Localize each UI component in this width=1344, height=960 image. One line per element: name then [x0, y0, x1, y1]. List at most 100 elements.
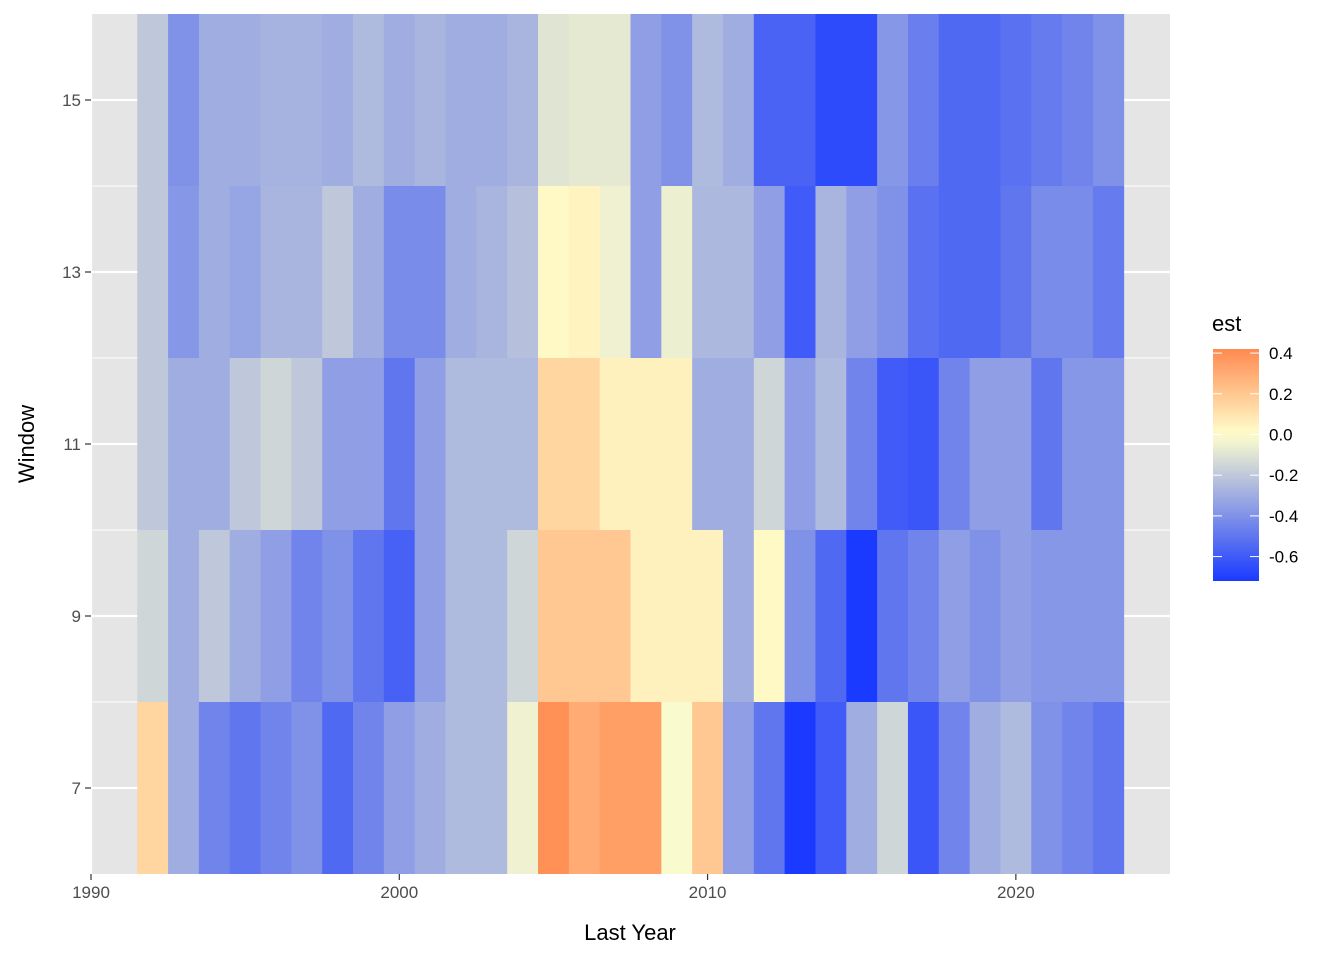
heatmap-cell — [784, 358, 816, 530]
legend-label: -0.2 — [1269, 466, 1298, 485]
heatmap-cell — [568, 358, 601, 530]
heatmap-cell — [291, 14, 323, 186]
heatmap-cell — [753, 530, 786, 702]
legend-colorbar — [1213, 349, 1259, 581]
heatmap-cell — [414, 14, 446, 186]
heatmap-cell — [291, 530, 323, 702]
heatmap-cell — [383, 358, 416, 530]
heatmap-cell — [568, 530, 601, 702]
heatmap-cell — [1092, 358, 1125, 530]
heatmap-cell — [846, 186, 878, 358]
heatmap-cell — [692, 358, 724, 530]
y-tick-label: 15 — [62, 91, 81, 110]
x-axis-title: Last Year — [584, 920, 676, 945]
heatmap-cell — [938, 358, 971, 530]
heatmap-cell — [507, 702, 539, 874]
heatmap-cell — [538, 14, 570, 186]
heatmap-cell — [877, 186, 909, 358]
heatmap-cell — [753, 358, 786, 530]
heatmap-cell — [168, 702, 200, 874]
heatmap-cell — [414, 358, 446, 530]
heatmap-cell — [692, 14, 724, 186]
heatmap-cell — [907, 702, 940, 874]
heatmap-cell — [476, 702, 508, 874]
heatmap-cell — [568, 186, 601, 358]
heatmap-cell — [1000, 530, 1032, 702]
heatmap-cell — [907, 530, 940, 702]
heatmap-cell — [538, 358, 570, 530]
heatmap-cell — [137, 186, 169, 358]
heatmap-cell — [630, 702, 662, 874]
heatmap-cell — [137, 14, 169, 186]
heatmap-cell — [815, 358, 847, 530]
heatmap-cell — [938, 186, 971, 358]
heatmap-cell — [1062, 530, 1094, 702]
heatmap-cell — [229, 358, 261, 530]
heatmap-cell — [630, 186, 662, 358]
heatmap-cell — [599, 530, 631, 702]
heatmap-cell — [198, 358, 231, 530]
heatmap-cell — [322, 186, 354, 358]
y-tick-label: 7 — [72, 779, 81, 798]
heatmap-cell — [938, 702, 971, 874]
heatmap-cell — [198, 530, 231, 702]
heatmap-cell — [907, 186, 940, 358]
heatmap-cell — [692, 702, 724, 874]
heatmap-cell — [846, 530, 878, 702]
heatmap-cell — [568, 702, 601, 874]
heatmap-cell — [445, 530, 477, 702]
heatmap-cell — [599, 702, 631, 874]
heatmap-cell — [1031, 358, 1063, 530]
heatmap-cell — [877, 530, 909, 702]
legend-label: 0.4 — [1269, 344, 1293, 363]
heatmap-cell — [476, 14, 508, 186]
x-axis: 1990 2000 2010 2020 — [72, 874, 1035, 902]
heatmap-cell — [969, 14, 1001, 186]
heatmap-cell — [722, 14, 755, 186]
heatmap-cell — [722, 530, 755, 702]
legend: est 0.4 0.2 0.0 -0.2 -0.4 -0.6 — [1212, 311, 1298, 581]
heatmap-cell — [476, 186, 508, 358]
heatmap-cell — [846, 358, 878, 530]
heatmap-cell — [630, 14, 662, 186]
heatmap-cell — [969, 530, 1001, 702]
heatmap-cell — [938, 530, 971, 702]
heatmap-cell — [322, 530, 354, 702]
heatmap-cell — [661, 530, 693, 702]
heatmap-cell — [599, 14, 631, 186]
legend-label: -0.4 — [1269, 507, 1298, 526]
heatmap-cell — [1092, 530, 1125, 702]
heatmap-tiles — [137, 14, 1125, 874]
heatmap-cell — [722, 358, 755, 530]
heatmap-cell — [815, 702, 847, 874]
heatmap-cell — [692, 186, 724, 358]
heatmap-cell — [168, 358, 200, 530]
legend-title: est — [1212, 311, 1241, 336]
heatmap-cell — [445, 702, 477, 874]
heatmap-cell — [661, 186, 693, 358]
heatmap-cell — [353, 14, 385, 186]
heatmap-cell — [815, 186, 847, 358]
heatmap-cell — [260, 358, 292, 530]
heatmap-cell — [661, 14, 693, 186]
heatmap-cell — [907, 358, 940, 530]
heatmap-cell — [753, 14, 786, 186]
y-tick-label: 11 — [63, 435, 81, 454]
heatmap-cell — [507, 530, 539, 702]
heatmap-cell — [260, 530, 292, 702]
heatmap-cell — [353, 358, 385, 530]
heatmap-cell — [722, 186, 755, 358]
heatmap-cell — [383, 14, 416, 186]
heatmap-cell — [784, 702, 816, 874]
heatmap-cell — [1062, 186, 1094, 358]
heatmap-cell — [445, 186, 477, 358]
heatmap-cell — [168, 186, 200, 358]
heatmap-cell — [1000, 14, 1032, 186]
heatmap-cell — [198, 14, 231, 186]
heatmap-cell — [229, 530, 261, 702]
heatmap-cell — [137, 702, 169, 874]
heatmap-cell — [846, 702, 878, 874]
heatmap-cell — [291, 186, 323, 358]
heatmap-cell — [168, 530, 200, 702]
heatmap-cell — [507, 186, 539, 358]
